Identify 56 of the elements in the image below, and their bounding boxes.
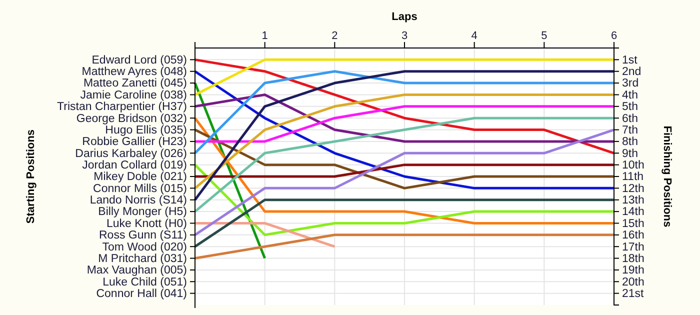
y2-tick-label: 12th <box>622 182 644 195</box>
y2-tick-label: 2nd <box>622 66 642 78</box>
x-tick-label: 5 <box>541 30 548 42</box>
y2-tick-label: 11th <box>622 171 644 184</box>
category-label: Luke Knott (H0) <box>106 218 187 230</box>
category-label: Robbie Gallier (H23) <box>82 136 187 148</box>
category-label: Max Vaughan (005) <box>86 264 187 277</box>
y2-tick-label: 9th <box>622 148 638 160</box>
category-label: Connor Hall (041) <box>96 288 187 300</box>
category-label: George Bridson (032) <box>76 112 187 125</box>
category-label: Ross Gunn (S11) <box>99 230 187 242</box>
category-label: Edward Lord (059) <box>92 54 187 66</box>
category-label: Jordan Collard (019) <box>82 160 187 172</box>
category-label: Lando Norris (S14) <box>90 194 187 207</box>
x-tick-label: 1 <box>262 30 268 42</box>
x-tick-label: 6 <box>610 30 618 42</box>
y2-axis-title: Finishing Positions <box>661 126 673 228</box>
y2-tick-label: 8th <box>622 136 638 148</box>
y2-tick-label: 13th <box>622 194 644 207</box>
category-label: Connor Mills (015) <box>93 182 187 195</box>
y2-tick-label: 20th <box>622 276 644 288</box>
y2-tick-label: 16th <box>622 230 644 242</box>
category-label: Billy Monger (H5) <box>98 206 187 218</box>
x-tick-label: 4 <box>471 30 478 42</box>
text: Starting Positions <box>25 129 37 224</box>
line-series <box>194 128 616 190</box>
x-axis-title: Laps <box>392 11 418 23</box>
category-label: Hugo Ellis (035) <box>105 124 187 136</box>
y2-tick-label: 6th <box>622 112 638 125</box>
y2-tick-label: 4th <box>622 89 638 102</box>
category-label: Tom Wood (020) <box>102 241 187 254</box>
y2-tick-label: 14th <box>622 206 644 218</box>
y2-tick-label: 18th <box>622 252 644 265</box>
y2-tick-label: 5th <box>622 101 638 114</box>
y2-tick-label: 1st <box>622 54 638 66</box>
y2-tick-label: 19th <box>622 264 644 277</box>
category-label: Matthew Ayres (048) <box>82 66 187 78</box>
y2-tick-label: 17th <box>622 241 644 254</box>
category-label: Tristan Charpentier (H37) <box>57 101 187 114</box>
y2-tick-label: 15th <box>622 218 644 230</box>
category-label: Matteo Zanetti (045) <box>83 78 187 90</box>
y2-tick-label: 10th <box>622 160 644 172</box>
category-label: Luke Child (051) <box>102 276 187 288</box>
line-series <box>194 93 616 143</box>
y2-tick-label: 21st <box>622 288 645 300</box>
category-label: Mikey Doble (021) <box>94 171 187 184</box>
y2-tick-label: 7th <box>622 124 638 136</box>
line-series <box>194 93 616 190</box>
line-series <box>194 128 616 236</box>
category-label: Darius Karbaley (026) <box>75 148 187 160</box>
category-label: M Pritchard (031) <box>98 252 187 265</box>
line-series <box>194 164 616 236</box>
x-tick-label: 2 <box>332 30 338 42</box>
category-label: Jamie Caroline (038) <box>80 89 187 102</box>
y2-tick-label: 3rd <box>622 78 639 90</box>
x-tick-label: 3 <box>401 30 408 42</box>
